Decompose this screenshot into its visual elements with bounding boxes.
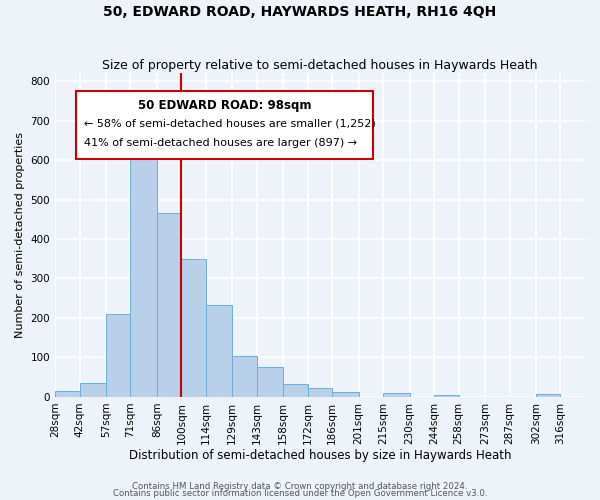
Text: ← 58% of semi-detached houses are smaller (1,252): ← 58% of semi-detached houses are smalle… — [84, 118, 376, 128]
Y-axis label: Number of semi-detached properties: Number of semi-detached properties — [15, 132, 25, 338]
Title: Size of property relative to semi-detached houses in Haywards Heath: Size of property relative to semi-detach… — [102, 59, 538, 72]
Bar — [80, 383, 106, 397]
Bar — [308, 388, 332, 397]
Text: 50, EDWARD ROAD, HAYWARDS HEATH, RH16 4QH: 50, EDWARD ROAD, HAYWARDS HEATH, RH16 4Q… — [103, 5, 497, 19]
FancyBboxPatch shape — [76, 91, 373, 159]
Bar — [283, 384, 308, 397]
Bar — [383, 394, 410, 397]
Bar — [206, 306, 232, 397]
Bar — [434, 394, 458, 397]
Text: 50 EDWARD ROAD: 98sqm: 50 EDWARD ROAD: 98sqm — [138, 99, 311, 112]
Bar — [181, 259, 206, 397]
Text: 41% of semi-detached houses are larger (897) →: 41% of semi-detached houses are larger (… — [84, 138, 358, 148]
Bar — [257, 366, 283, 397]
Bar — [536, 394, 560, 397]
Bar — [55, 391, 80, 397]
Bar — [232, 356, 257, 397]
Bar — [106, 314, 130, 397]
Bar — [157, 214, 181, 397]
Bar — [130, 158, 157, 397]
Text: Contains public sector information licensed under the Open Government Licence v3: Contains public sector information licen… — [113, 490, 487, 498]
Bar — [332, 392, 359, 397]
Text: Contains HM Land Registry data © Crown copyright and database right 2024.: Contains HM Land Registry data © Crown c… — [132, 482, 468, 491]
X-axis label: Distribution of semi-detached houses by size in Haywards Heath: Distribution of semi-detached houses by … — [129, 450, 511, 462]
